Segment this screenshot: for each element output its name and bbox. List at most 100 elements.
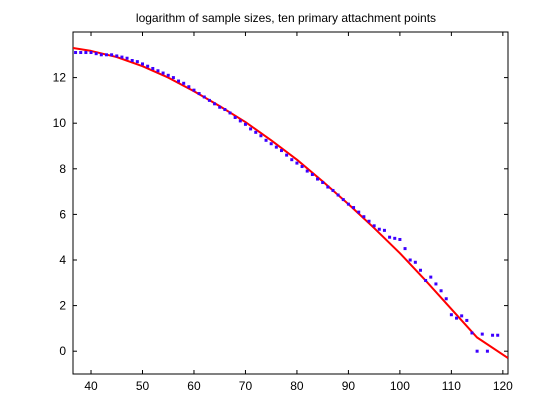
data-point (243, 122, 247, 126)
data-point (470, 331, 474, 335)
data-point (372, 224, 376, 228)
y-tick-label: 8 (59, 162, 66, 176)
chart-title: logarithm of sample sizes, ten primary a… (136, 11, 436, 25)
data-point (485, 349, 489, 353)
data-point (146, 64, 150, 68)
data-point (120, 55, 124, 59)
data-point (259, 134, 263, 138)
data-point (326, 185, 330, 189)
data-point (254, 130, 258, 134)
data-point (151, 66, 155, 70)
data-point (161, 71, 165, 75)
data-point (202, 95, 206, 99)
x-tick-label: 120 (493, 379, 513, 393)
data-point (104, 53, 108, 57)
data-point (465, 318, 469, 322)
data-point (94, 52, 98, 56)
data-point (140, 62, 144, 66)
data-point (480, 332, 484, 336)
data-point (290, 158, 294, 162)
data-point (269, 142, 273, 146)
data-point (305, 169, 309, 173)
fit-curve-layer (73, 46, 508, 359)
data-point (166, 73, 170, 77)
y-tick-label: 4 (59, 253, 66, 267)
y-tick-label: 0 (59, 344, 66, 358)
data-point (336, 193, 340, 197)
data-point (279, 149, 283, 153)
data-point (496, 333, 500, 337)
data-point (393, 236, 397, 240)
data-point (249, 127, 253, 131)
data-point (413, 260, 417, 264)
data-point (321, 180, 325, 184)
data-point (367, 219, 371, 223)
data-point (491, 333, 495, 337)
data-point (475, 349, 479, 353)
data-point (377, 227, 381, 231)
x-tick-label: 70 (239, 379, 253, 393)
data-point (439, 289, 443, 293)
data-point (213, 102, 217, 106)
data-point (444, 297, 448, 301)
data-point (218, 105, 222, 109)
x-tick-label: 40 (84, 379, 98, 393)
data-point (274, 145, 278, 149)
data-point (346, 202, 350, 206)
data-point (455, 316, 459, 320)
y-tick-label: 10 (53, 116, 67, 130)
data-point (429, 275, 433, 279)
y-axis: 0 2 4 6 8 10 12 (53, 71, 508, 358)
data-point (341, 198, 345, 202)
data-point (382, 228, 386, 232)
data-point (223, 108, 227, 112)
fit-curve (73, 46, 508, 359)
data-point (187, 85, 191, 89)
data-point (156, 69, 160, 73)
y-tick-label: 2 (59, 299, 66, 313)
data-point (99, 53, 103, 57)
x-tick-label: 80 (290, 379, 304, 393)
data-point (434, 282, 438, 286)
x-tick-label: 110 (442, 379, 461, 393)
data-point (295, 161, 299, 165)
data-point (408, 258, 412, 262)
data-point (357, 210, 361, 214)
data-point (300, 165, 304, 169)
data-point (182, 81, 186, 85)
data-point (310, 173, 314, 176)
data-point (449, 313, 453, 317)
data-point (418, 268, 422, 272)
data-point (74, 51, 78, 55)
data-point (403, 247, 407, 251)
data-point (89, 51, 93, 55)
data-point (362, 215, 366, 219)
data-point (115, 54, 119, 58)
data-points-layer (74, 51, 500, 353)
data-point (424, 279, 428, 283)
data-point (125, 56, 129, 60)
data-point (233, 116, 237, 119)
data-point (84, 51, 88, 55)
data-point (130, 59, 134, 62)
x-tick-label: 50 (136, 379, 150, 393)
data-point (79, 51, 83, 55)
data-point (192, 88, 196, 92)
data-point (177, 79, 181, 83)
data-point (228, 111, 232, 115)
y-tick-label: 6 (59, 207, 66, 221)
x-tick-label: 100 (390, 379, 410, 393)
data-point (398, 237, 402, 241)
y-tick-label: 12 (53, 71, 67, 85)
data-point (171, 76, 175, 80)
data-point (238, 119, 242, 123)
x-tick-label: 60 (187, 379, 201, 393)
data-point (460, 314, 464, 318)
data-point (388, 235, 392, 239)
data-point (135, 60, 139, 64)
data-point (264, 138, 268, 142)
data-point (352, 206, 356, 210)
x-axis: 40 50 60 70 80 90 100 110 120 (84, 32, 513, 393)
data-point (110, 53, 114, 57)
